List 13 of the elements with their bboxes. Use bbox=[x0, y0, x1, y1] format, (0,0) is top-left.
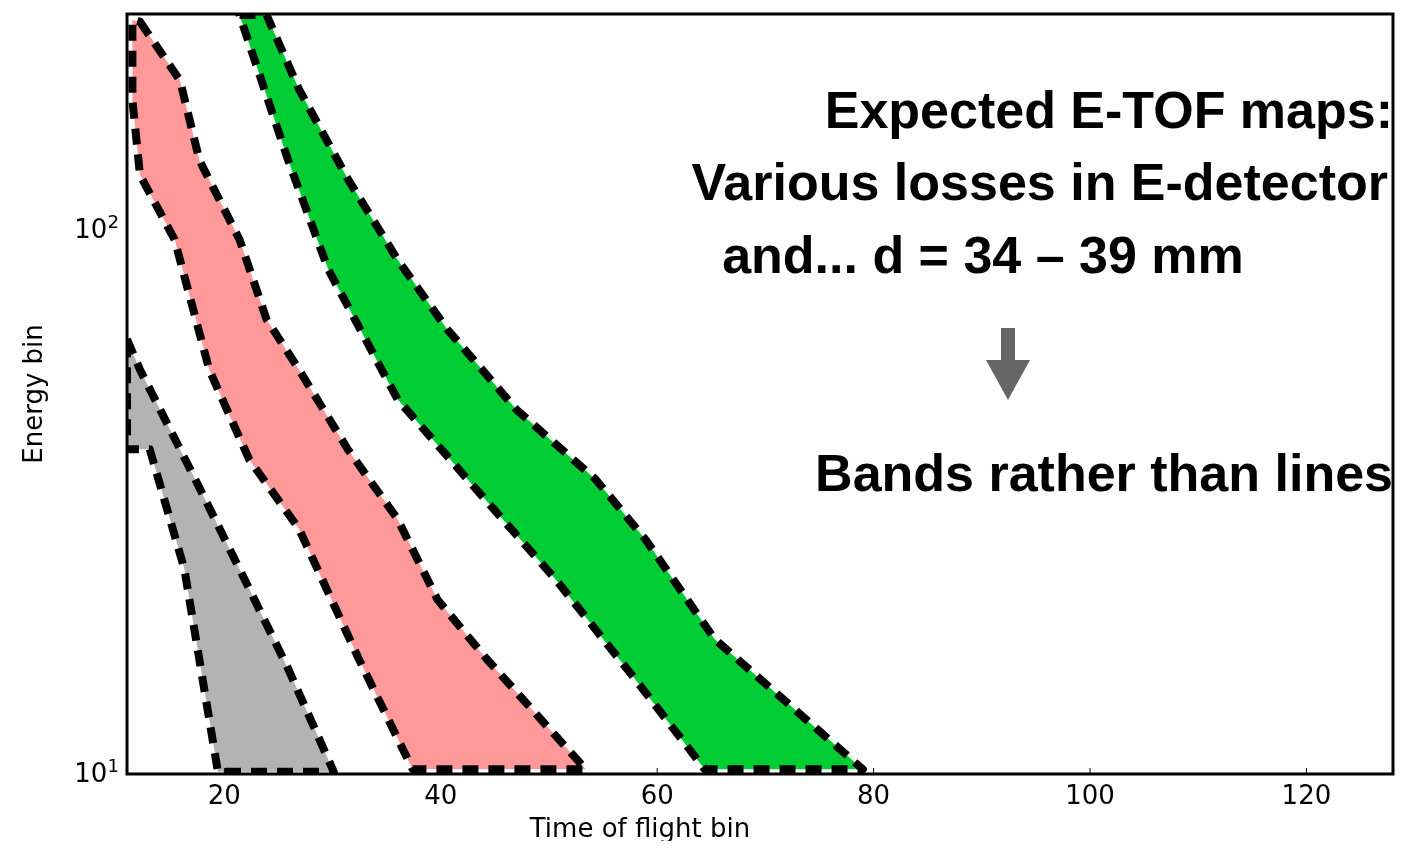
y-tick-label: 10$^{1}$ bbox=[74, 754, 119, 788]
y-axis-title: Energy bin bbox=[18, 324, 48, 464]
y-tick-label: 10$^{2}$ bbox=[74, 210, 119, 244]
annotation: and... d = 34 – 39 mm bbox=[722, 226, 1244, 284]
x-tick-label: 40 bbox=[424, 780, 458, 810]
annotation: Various losses in E-detector bbox=[691, 153, 1388, 211]
annotation: Bands rather than lines bbox=[815, 444, 1393, 502]
x-tick-label: 100 bbox=[1065, 780, 1115, 810]
x-tick-label: 60 bbox=[640, 780, 674, 810]
annotation: Expected E-TOF maps: bbox=[824, 81, 1393, 139]
x-tick-label: 20 bbox=[207, 780, 241, 810]
x-tick-label: 120 bbox=[1281, 780, 1332, 810]
x-tick-label: 80 bbox=[857, 780, 891, 810]
